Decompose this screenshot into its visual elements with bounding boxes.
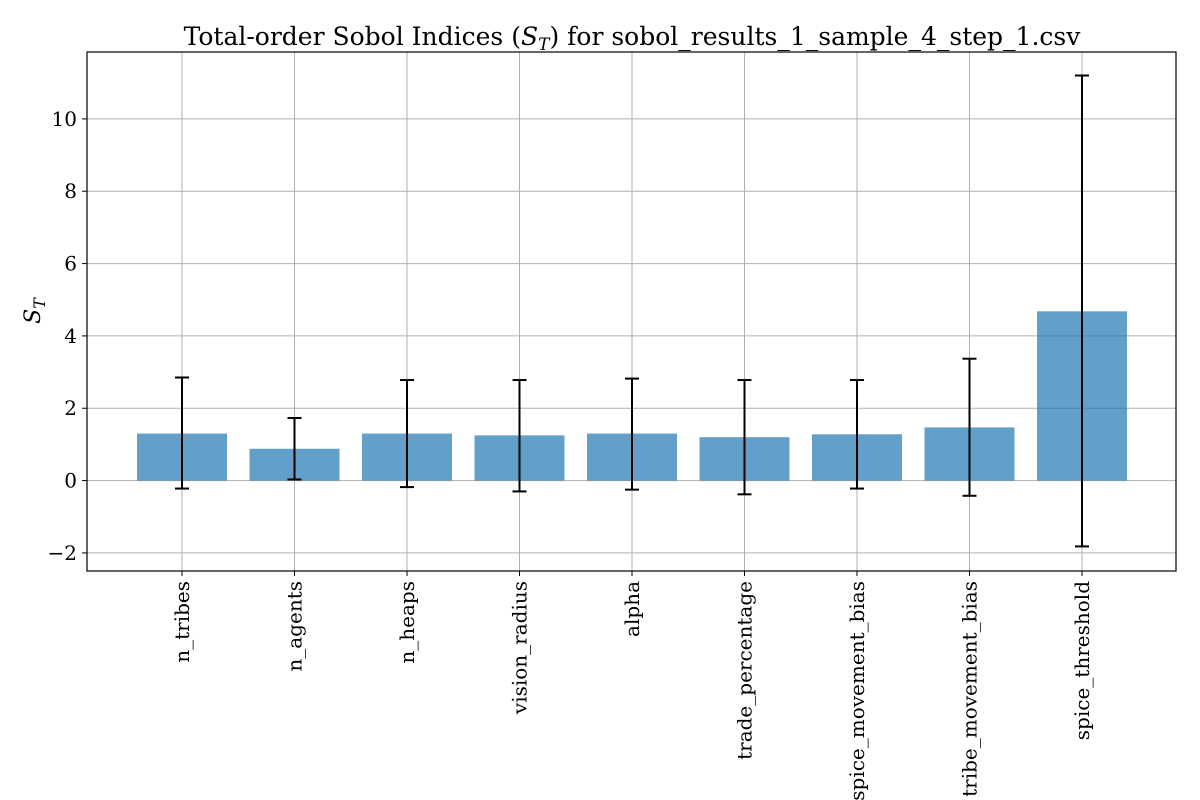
error-bar-n_heaps	[400, 379, 414, 489]
x-tick-label: n_agents	[283, 581, 307, 672]
y-tick-label: 10	[52, 107, 77, 131]
y-axis-label-subscript: T	[30, 297, 49, 309]
x-tick-label: trade_percentage	[733, 581, 757, 760]
grid-lines	[87, 52, 1176, 571]
chart-title-suffix: ) for sobol_results_1_sample_4_step_1.cs…	[549, 22, 1081, 51]
y-tick-label: 0	[64, 469, 77, 493]
x-tick-label: tribe_movement_bias	[958, 581, 982, 797]
chart-title: Total-order Sobol Indices (ST) for sobol…	[184, 22, 1082, 55]
y-tick-label: −2	[48, 541, 77, 565]
x-tick-label: n_tribes	[170, 581, 194, 663]
error-bar-spice_threshold	[1075, 74, 1089, 548]
error-bars	[175, 74, 1089, 548]
x-axis-ticks: n_tribes n_agents n_heaps vision_radius alph…	[170, 571, 1094, 800]
y-axis-label: ST	[21, 297, 49, 324]
chart-title-subscript: T	[538, 35, 551, 55]
chart-title-prefix: Total-order Sobol Indices (	[184, 22, 521, 51]
x-tick-label: spice_threshold	[1070, 581, 1094, 740]
error-bar-tribe_movement_bias	[962, 357, 977, 497]
x-tick-label: alpha	[620, 581, 644, 637]
error-bar-spice_movement_bias	[850, 379, 864, 490]
y-tick-label: 6	[64, 252, 77, 276]
error-bar-n_agents	[287, 417, 302, 481]
y-axis-label-symbol: S	[21, 309, 46, 324]
chart-title-symbol: S	[521, 22, 538, 51]
error-bar-trade_percentage	[737, 379, 752, 496]
x-tick-label: vision_radius	[508, 581, 532, 715]
x-tick-label: n_heaps	[395, 581, 419, 664]
error-bar-vision_radius	[512, 379, 527, 493]
error-bar-n_tribes	[175, 376, 189, 490]
y-tick-label: 2	[64, 396, 77, 420]
y-tick-label: 4	[64, 324, 77, 348]
y-tick-label: 8	[64, 179, 77, 203]
error-bar-alpha	[625, 377, 639, 491]
y-axis-ticks: −2 0 2 4 6 8 10	[48, 107, 87, 565]
x-tick-label: spice_movement_bias	[845, 581, 869, 800]
